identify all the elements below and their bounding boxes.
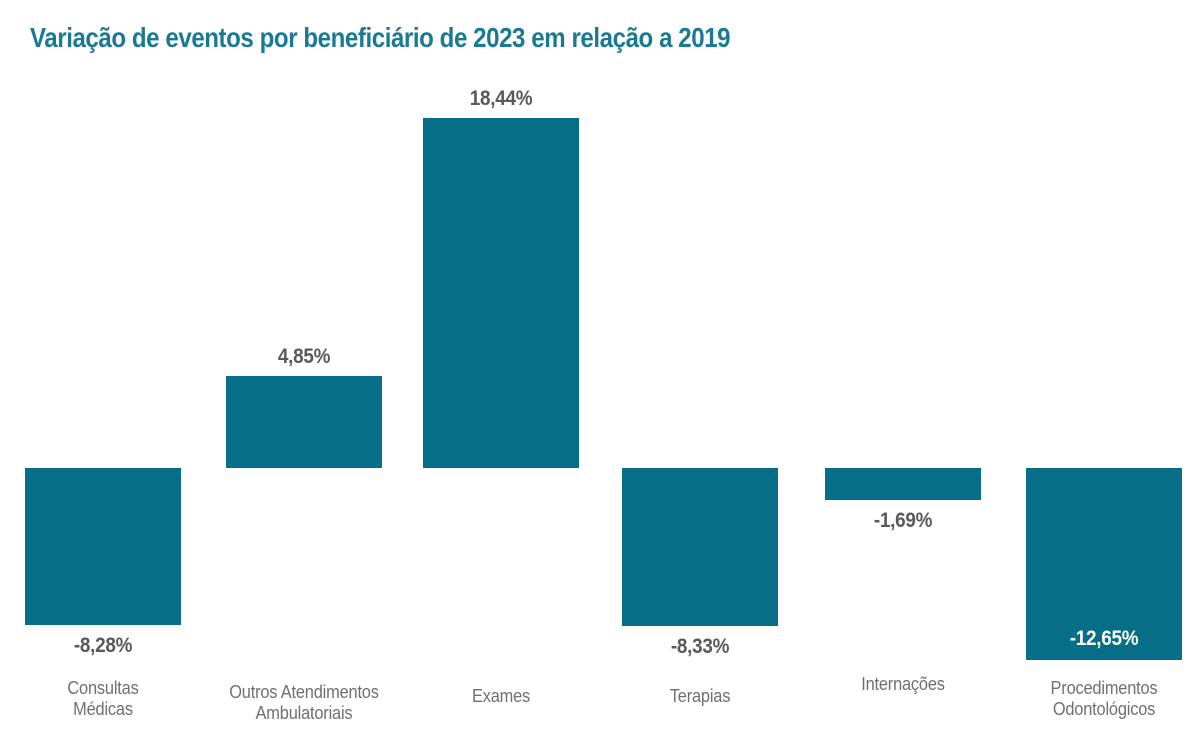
bar bbox=[226, 375, 382, 468]
bar bbox=[1026, 468, 1182, 660]
value-label: -1,69% bbox=[873, 509, 933, 533]
bar bbox=[825, 468, 981, 501]
bar bbox=[622, 468, 778, 627]
value-label: -8,28% bbox=[73, 634, 133, 658]
value-label: -12,65% bbox=[1069, 627, 1139, 650]
category-label: Exames bbox=[471, 686, 531, 707]
category-label: Internações bbox=[861, 674, 945, 695]
category-label: Terapias bbox=[669, 686, 731, 707]
value-label: 18,44% bbox=[469, 86, 533, 110]
chart-title: Variação de eventos por beneficiário de … bbox=[30, 22, 731, 53]
value-label: -8,33% bbox=[670, 635, 730, 659]
bar bbox=[423, 117, 579, 468]
value-label: 4,85% bbox=[277, 344, 331, 368]
bar bbox=[25, 468, 181, 626]
category-label: Procedimentos Odontológicos bbox=[1050, 677, 1158, 720]
category-label: Outros Atendimentos Ambulatoriais bbox=[229, 681, 379, 724]
category-label: Consultas Médicas bbox=[67, 677, 139, 720]
